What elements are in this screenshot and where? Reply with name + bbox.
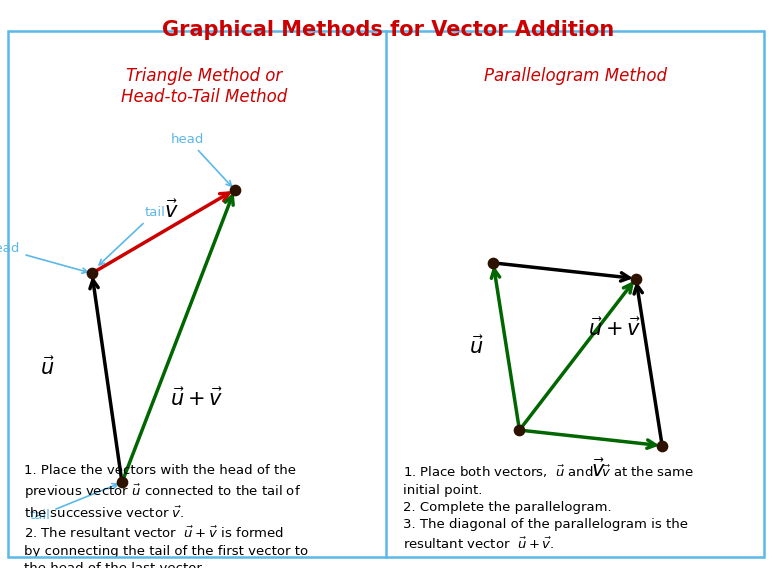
Text: Parallelogram Method: Parallelogram Method — [484, 67, 667, 85]
Point — [85, 269, 98, 278]
Point — [487, 258, 500, 268]
Text: tail: tail — [99, 206, 165, 265]
Text: 1. Place the vectors with the head of the
previous vector $\vec{u}$ connected to: 1. Place the vectors with the head of th… — [24, 464, 309, 568]
Text: head: head — [0, 243, 88, 273]
Text: 1. Place both vectors,  $\vec{u}$ and  $\vec{v}$ at the same
initial point.
2. C: 1. Place both vectors, $\vec{u}$ and $\v… — [403, 464, 694, 552]
Text: $\vec{v}$: $\vec{v}$ — [591, 458, 605, 481]
Text: head: head — [171, 133, 231, 186]
Point — [656, 441, 668, 450]
Text: Graphical Methods for Vector Addition: Graphical Methods for Vector Addition — [162, 20, 614, 40]
Text: $\vec{u}+\vec{v}$: $\vec{u}+\vec{v}$ — [171, 387, 223, 410]
Point — [629, 274, 642, 283]
Point — [228, 185, 241, 194]
Point — [116, 478, 128, 487]
Text: $\vec{u}$: $\vec{u}$ — [40, 356, 54, 379]
Text: tail: tail — [29, 483, 118, 522]
Point — [513, 425, 525, 435]
Text: $\vec{v}$: $\vec{v}$ — [164, 199, 178, 222]
Text: $\vec{u}$: $\vec{u}$ — [469, 335, 483, 358]
Text: $\vec{u}+\vec{v}$: $\vec{u}+\vec{v}$ — [588, 317, 642, 340]
Text: Triangle Method or
Head-to-Tail Method: Triangle Method or Head-to-Tail Method — [122, 67, 288, 106]
